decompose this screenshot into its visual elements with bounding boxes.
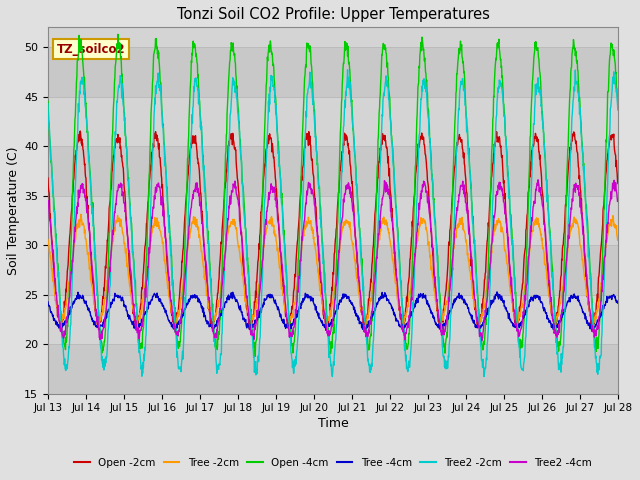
Bar	[48, 344, 618, 394]
Bar	[48, 245, 618, 295]
Y-axis label: Soil Temperature (C): Soil Temperature (C)	[7, 146, 20, 275]
X-axis label: Time: Time	[317, 418, 348, 431]
Legend: Open -2cm, Tree -2cm, Open -4cm, Tree -4cm, Tree2 -2cm, Tree2 -4cm: Open -2cm, Tree -2cm, Open -4cm, Tree -4…	[70, 454, 596, 472]
Bar	[48, 146, 618, 195]
Text: TZ_soilco2: TZ_soilco2	[56, 43, 125, 56]
Title: Tonzi Soil CO2 Profile: Upper Temperatures: Tonzi Soil CO2 Profile: Upper Temperatur…	[177, 7, 490, 22]
Bar	[48, 47, 618, 96]
